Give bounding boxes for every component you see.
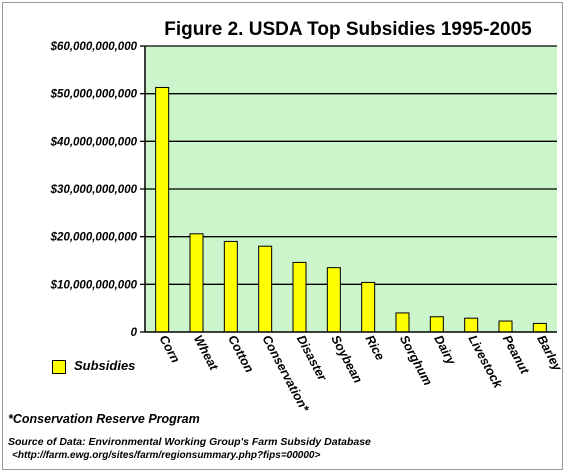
x-tick-label: Cotton [225, 333, 256, 375]
bar-dairy [429, 316, 444, 333]
y-tick-label: $40,000,000,000 [50, 136, 138, 148]
bar-rice [361, 281, 376, 333]
y-tick-label: 0 [131, 327, 138, 339]
bar-peanut [498, 320, 513, 333]
bar-barley [532, 322, 547, 333]
bar-livestock [464, 317, 479, 333]
y-tick-labels: 0 $10,000,000,000 $20,000,000,000 $30,000,0… [50, 41, 138, 339]
footnote: *Conservation Reserve Program [8, 412, 200, 426]
bar-soybean [326, 267, 341, 333]
bar-sorghum [395, 312, 410, 333]
x-tick-label: Disaster [294, 333, 330, 384]
bar-cotton [223, 240, 238, 333]
x-tick-label: Livestock [466, 333, 506, 391]
x-tick-label: Peanut [500, 333, 532, 377]
x-tick-label: Barley [534, 333, 565, 374]
x-tick-label: Sorghum [397, 333, 435, 388]
bar-wheat [189, 233, 204, 333]
bars [155, 86, 547, 333]
bar-conservation [258, 245, 273, 333]
bar-corn [155, 86, 170, 333]
y-tick-label: $60,000,000,000 [50, 41, 138, 53]
chart-title: Figure 2. USDA Top Subsidies 1995-2005 [164, 19, 532, 40]
x-tick-label: Wheat [191, 333, 221, 373]
gridlines [145, 45, 557, 285]
x-tick-label: Soybean [328, 333, 365, 386]
bar-disaster [292, 261, 307, 333]
legend-label-subsidies: Subsidies [74, 358, 136, 373]
source-line-2: <http://farm.ewg.org/sites/farm/regionsu… [12, 450, 321, 461]
axes [140, 45, 557, 333]
legend-swatch-subsidies [52, 360, 66, 374]
x-tick-label: Corn [157, 333, 183, 366]
x-tick-label: Rice [363, 333, 388, 363]
y-tick-label: $50,000,000,000 [50, 89, 138, 101]
y-tick-label: $20,000,000,000 [50, 232, 138, 244]
x-tick-labels: Corn Wheat Cotton Conservation*DisasterSoyb… [157, 333, 565, 415]
y-tick-label: $10,000,000,000 [50, 279, 138, 291]
chart-frame [2, 2, 563, 470]
source-line-1: Source of Data: Environmental Working Gr… [8, 436, 371, 448]
x-tick-label: Dairy [431, 333, 459, 368]
y-tick-label: $30,000,000,000 [50, 184, 138, 196]
